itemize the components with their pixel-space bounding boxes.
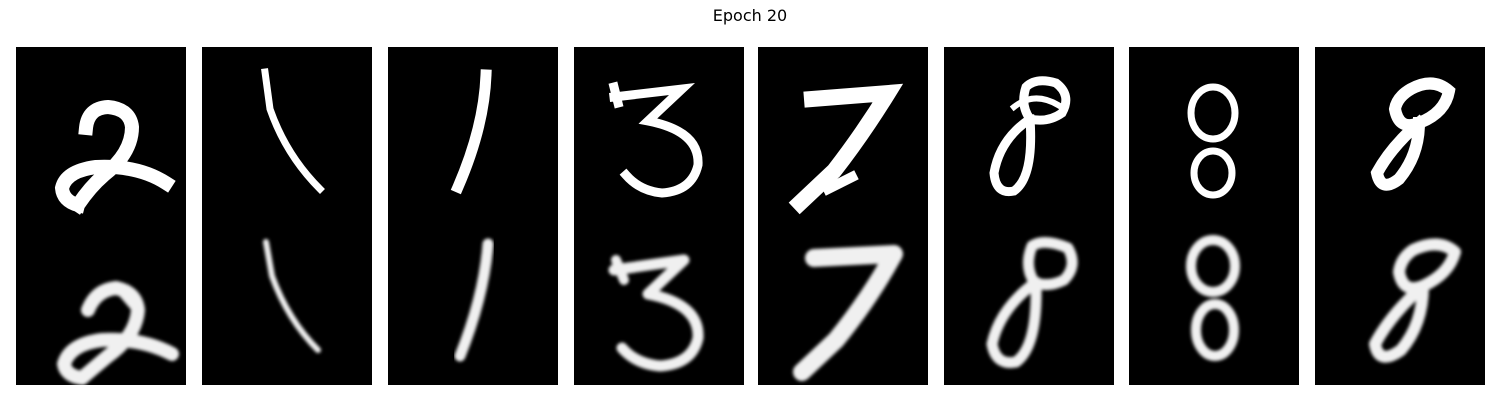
digit-panel-8 <box>1315 47 1485 385</box>
original-image-6 <box>944 47 1114 216</box>
original-image-7 <box>1129 47 1299 216</box>
reconstructed-image-4 <box>574 216 744 385</box>
digit-panel-2 <box>202 47 372 385</box>
original-image-2 <box>202 47 372 216</box>
reconstructed-image-3 <box>388 216 558 385</box>
reconstructed-image-7 <box>1129 216 1299 385</box>
reconstructed-image-1 <box>16 216 186 385</box>
digit-panel-6 <box>944 47 1114 385</box>
digit-panel-5 <box>758 47 928 385</box>
reconstructed-image-8 <box>1315 216 1485 385</box>
original-image-4 <box>574 47 744 216</box>
digit-panel-1 <box>16 47 186 385</box>
reconstructed-image-6 <box>944 216 1114 385</box>
digit-panel-3 <box>388 47 558 385</box>
original-image-8 <box>1315 47 1485 216</box>
figure-title: Epoch 20 <box>0 6 1500 25</box>
digit-panel-7 <box>1129 47 1299 385</box>
original-image-3 <box>388 47 558 216</box>
reconstructed-image-5 <box>758 216 928 385</box>
original-image-1 <box>16 47 186 216</box>
original-image-5 <box>758 47 928 216</box>
reconstructed-image-2 <box>202 216 372 385</box>
digit-panel-4 <box>574 47 744 385</box>
